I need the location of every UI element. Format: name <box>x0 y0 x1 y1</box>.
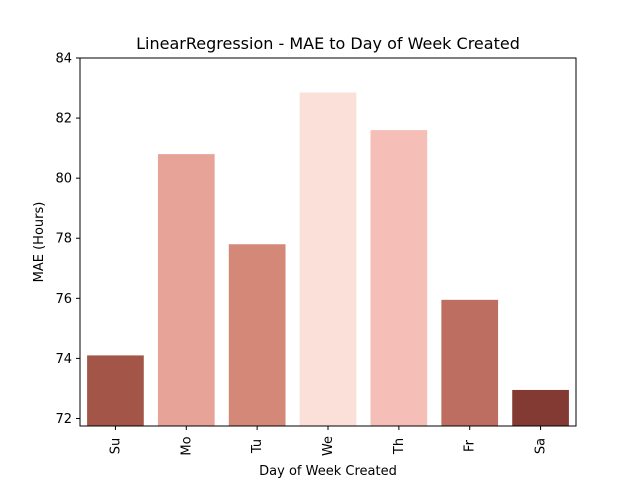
bar-sa <box>512 389 569 426</box>
x-tick-label: Tu <box>250 439 265 454</box>
x-axis: Su Mo Tu We Th Fr Sa <box>108 426 549 456</box>
x-tick-label: Mo <box>179 436 194 455</box>
y-tick-label: 76 <box>55 292 72 307</box>
x-tick-label: Fr <box>463 439 478 452</box>
x-tick-label: Su <box>108 438 123 455</box>
y-tick-label: 84 <box>55 52 72 67</box>
y-axis: 72 74 76 78 80 82 84 <box>55 52 80 427</box>
y-tick-label: 74 <box>55 352 72 367</box>
y-axis-title: MAE (Hours) <box>32 202 47 283</box>
y-tick-label: 78 <box>55 232 72 247</box>
chart-title: LinearRegression - MAE to Day of Week Cr… <box>136 34 520 53</box>
x-tick-label: Th <box>392 438 407 455</box>
bar-tu <box>228 244 286 426</box>
x-axis-title: Day of Week Created <box>259 464 397 479</box>
bar-we <box>299 92 357 427</box>
plot-frame <box>79 57 577 427</box>
bar-su <box>87 355 144 426</box>
bars-group <box>87 92 569 427</box>
x-tick-label: Sa <box>534 438 549 454</box>
bar-mo <box>157 154 215 426</box>
bar-th <box>370 130 428 426</box>
bar-fr <box>441 299 499 426</box>
y-tick-label: 82 <box>55 112 72 127</box>
y-tick-label: 80 <box>55 172 72 187</box>
y-tick-label: 72 <box>55 412 72 427</box>
x-tick-label: We <box>321 436 336 456</box>
